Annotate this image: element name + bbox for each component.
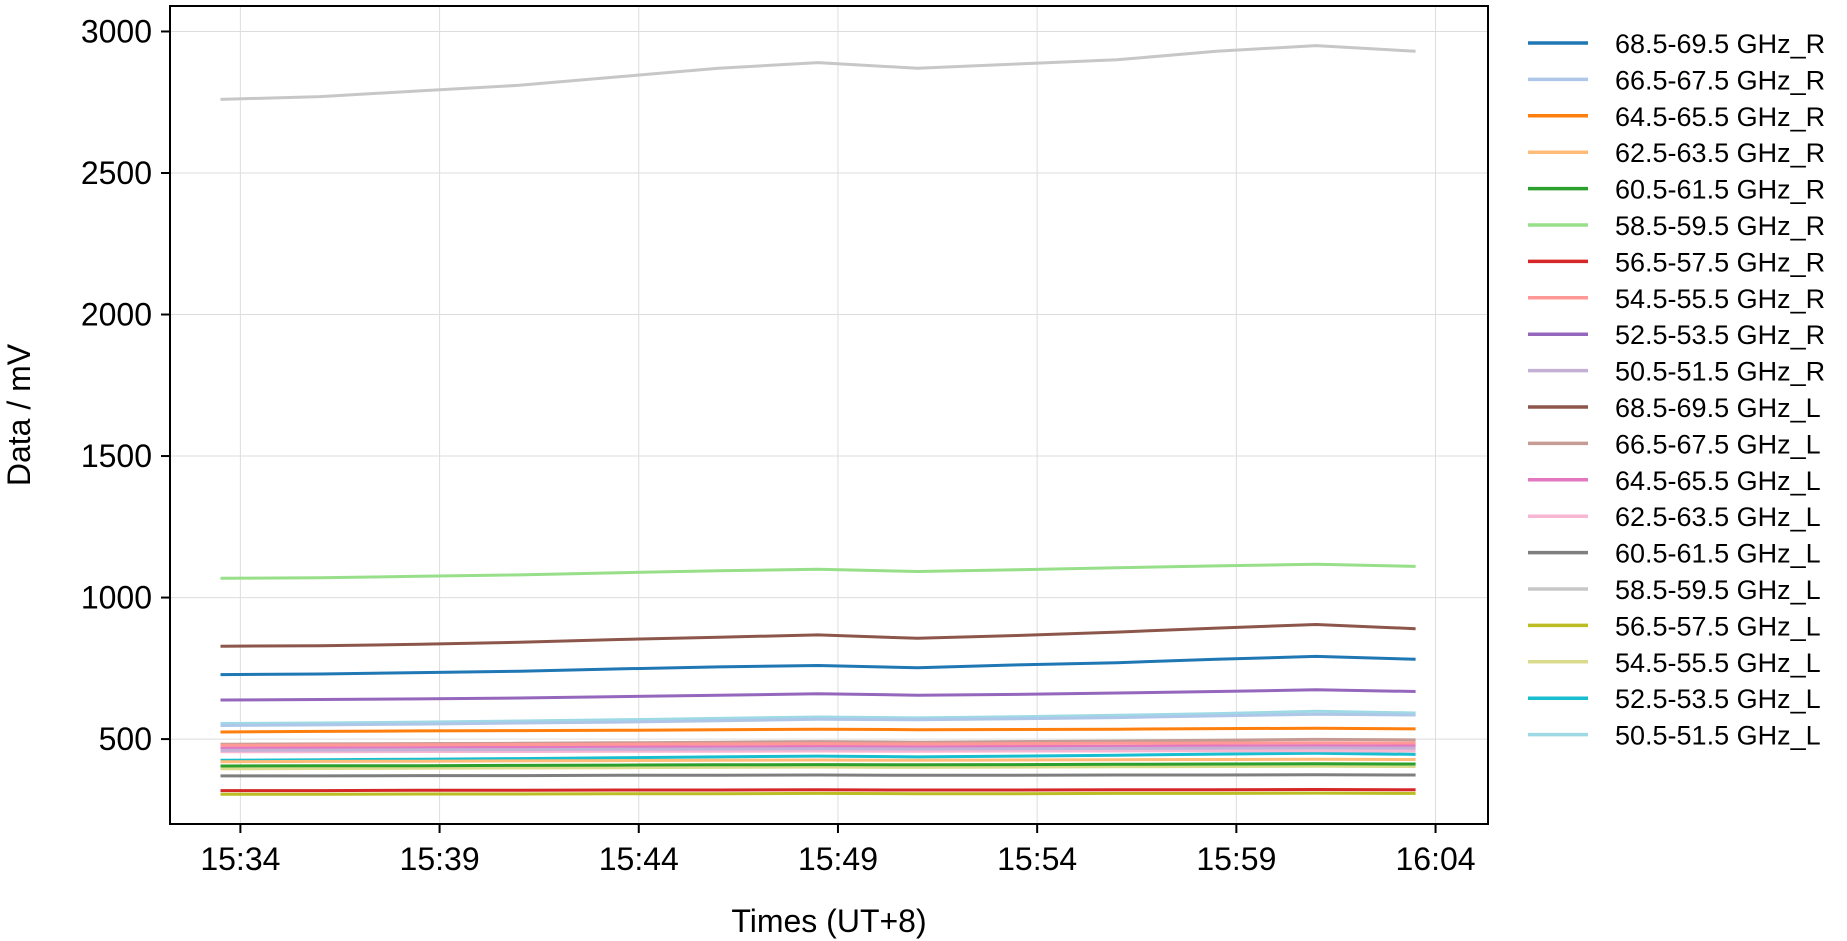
legend-label: 50.5-51.5 GHz_L <box>1615 721 1821 751</box>
x-axis: 15:34 15:39 15:44 15:49 15:54 15:59 16:04 <box>200 824 1476 877</box>
legend: 68.5-69.5 GHz_R 66.5-67.5 GHz_R 64.5-65.5 … <box>1528 29 1825 751</box>
series-line-9 <box>220 688 1416 702</box>
series-line-13 <box>220 744 1416 750</box>
legend-label: 60.5-61.5 GHz_L <box>1615 539 1821 569</box>
legend-label: 64.5-65.5 GHz_R <box>1615 102 1825 132</box>
legend-label: 66.5-67.5 GHz_R <box>1615 65 1825 95</box>
legend-label: 56.5-57.5 GHz_R <box>1615 247 1825 277</box>
legend-label: 62.5-63.5 GHz_L <box>1615 502 1821 532</box>
x-axis-title: Times (UT+8) <box>731 903 926 939</box>
x-tick-label: 15:44 <box>599 841 679 877</box>
series-line-17 <box>220 791 1416 796</box>
series-line-7 <box>220 788 1416 793</box>
series-line-6 <box>220 562 1416 580</box>
legend-label: 54.5-55.5 GHz_L <box>1615 648 1821 678</box>
series-line-4 <box>220 757 1416 764</box>
legend-label: 60.5-61.5 GHz_R <box>1615 175 1825 205</box>
series-line-3 <box>220 726 1416 734</box>
series-line-10 <box>220 746 1416 752</box>
y-tick-label: 1000 <box>81 580 152 616</box>
x-tick-label: 15:34 <box>200 841 280 877</box>
legend-label: 52.5-53.5 GHz_R <box>1615 320 1825 350</box>
legend-label: 68.5-69.5 GHz_L <box>1615 393 1821 423</box>
legend-label: 50.5-51.5 GHz_R <box>1615 357 1825 387</box>
series-line-1 <box>220 654 1416 677</box>
legend-label: 66.5-67.5 GHz_L <box>1615 429 1821 459</box>
series-line-2 <box>220 712 1416 727</box>
legend-label: 64.5-65.5 GHz_L <box>1615 466 1821 496</box>
x-tick-label: 15:59 <box>1196 841 1276 877</box>
series-line-18 <box>220 764 1416 771</box>
plot-frame <box>169 5 1489 825</box>
legend-label: 58.5-59.5 GHz_L <box>1615 575 1821 605</box>
y-axis-title: Data / mV <box>1 343 37 486</box>
series-line-20 <box>220 709 1416 725</box>
grid-lines <box>170 6 1488 824</box>
y-axis: 500 1000 1500 2000 2500 3000 <box>81 13 170 757</box>
y-tick-label: 500 <box>99 721 152 757</box>
series-line-5 <box>220 762 1416 768</box>
series-line-15 <box>220 773 1416 778</box>
y-tick-label: 3000 <box>81 13 152 49</box>
x-tick-label: 16:04 <box>1396 841 1476 877</box>
series-line-14 <box>220 749 1416 754</box>
x-tick-label: 15:39 <box>400 841 480 877</box>
legend-label: 62.5-63.5 GHz_R <box>1615 138 1825 168</box>
series-lines <box>220 44 1416 796</box>
y-tick-label: 2500 <box>81 155 152 191</box>
legend-label: 68.5-69.5 GHz_R <box>1615 29 1825 59</box>
y-tick-label: 1500 <box>81 438 152 474</box>
legend-label: 58.5-59.5 GHz_R <box>1615 211 1825 241</box>
legend-label: 52.5-53.5 GHz_L <box>1615 684 1821 714</box>
legend-label: 56.5-57.5 GHz_L <box>1615 611 1821 641</box>
y-tick-label: 2000 <box>81 297 152 333</box>
series-line-19 <box>220 751 1416 762</box>
x-tick-label: 15:49 <box>798 841 878 877</box>
series-line-16 <box>220 44 1416 101</box>
x-tick-label: 15:54 <box>997 841 1077 877</box>
legend-label: 54.5-55.5 GHz_R <box>1615 284 1825 314</box>
series-line-8 <box>220 741 1416 747</box>
series-line-11 <box>220 623 1416 648</box>
